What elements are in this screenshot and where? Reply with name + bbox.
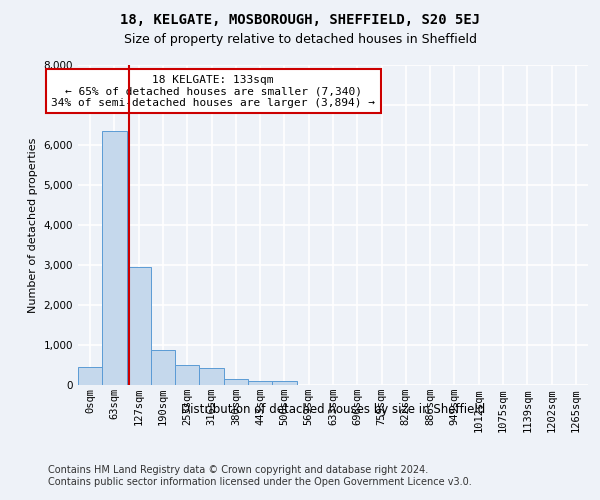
Bar xyxy=(199,368,224,385)
Bar xyxy=(175,365,199,385)
Bar xyxy=(127,267,151,385)
Bar xyxy=(151,350,175,385)
Bar xyxy=(224,378,248,385)
Text: Size of property relative to detached houses in Sheffield: Size of property relative to detached ho… xyxy=(124,32,476,46)
Text: 18 KELGATE: 133sqm
← 65% of detached houses are smaller (7,340)
34% of semi-deta: 18 KELGATE: 133sqm ← 65% of detached hou… xyxy=(51,74,375,108)
Bar xyxy=(78,367,102,385)
Y-axis label: Number of detached properties: Number of detached properties xyxy=(28,138,38,312)
Text: Distribution of detached houses by size in Sheffield: Distribution of detached houses by size … xyxy=(181,402,485,415)
Bar xyxy=(272,381,296,385)
Bar xyxy=(248,381,272,385)
Bar xyxy=(102,131,127,385)
Text: Contains HM Land Registry data © Crown copyright and database right 2024.
Contai: Contains HM Land Registry data © Crown c… xyxy=(48,465,472,486)
Text: 18, KELGATE, MOSBOROUGH, SHEFFIELD, S20 5EJ: 18, KELGATE, MOSBOROUGH, SHEFFIELD, S20 … xyxy=(120,12,480,26)
